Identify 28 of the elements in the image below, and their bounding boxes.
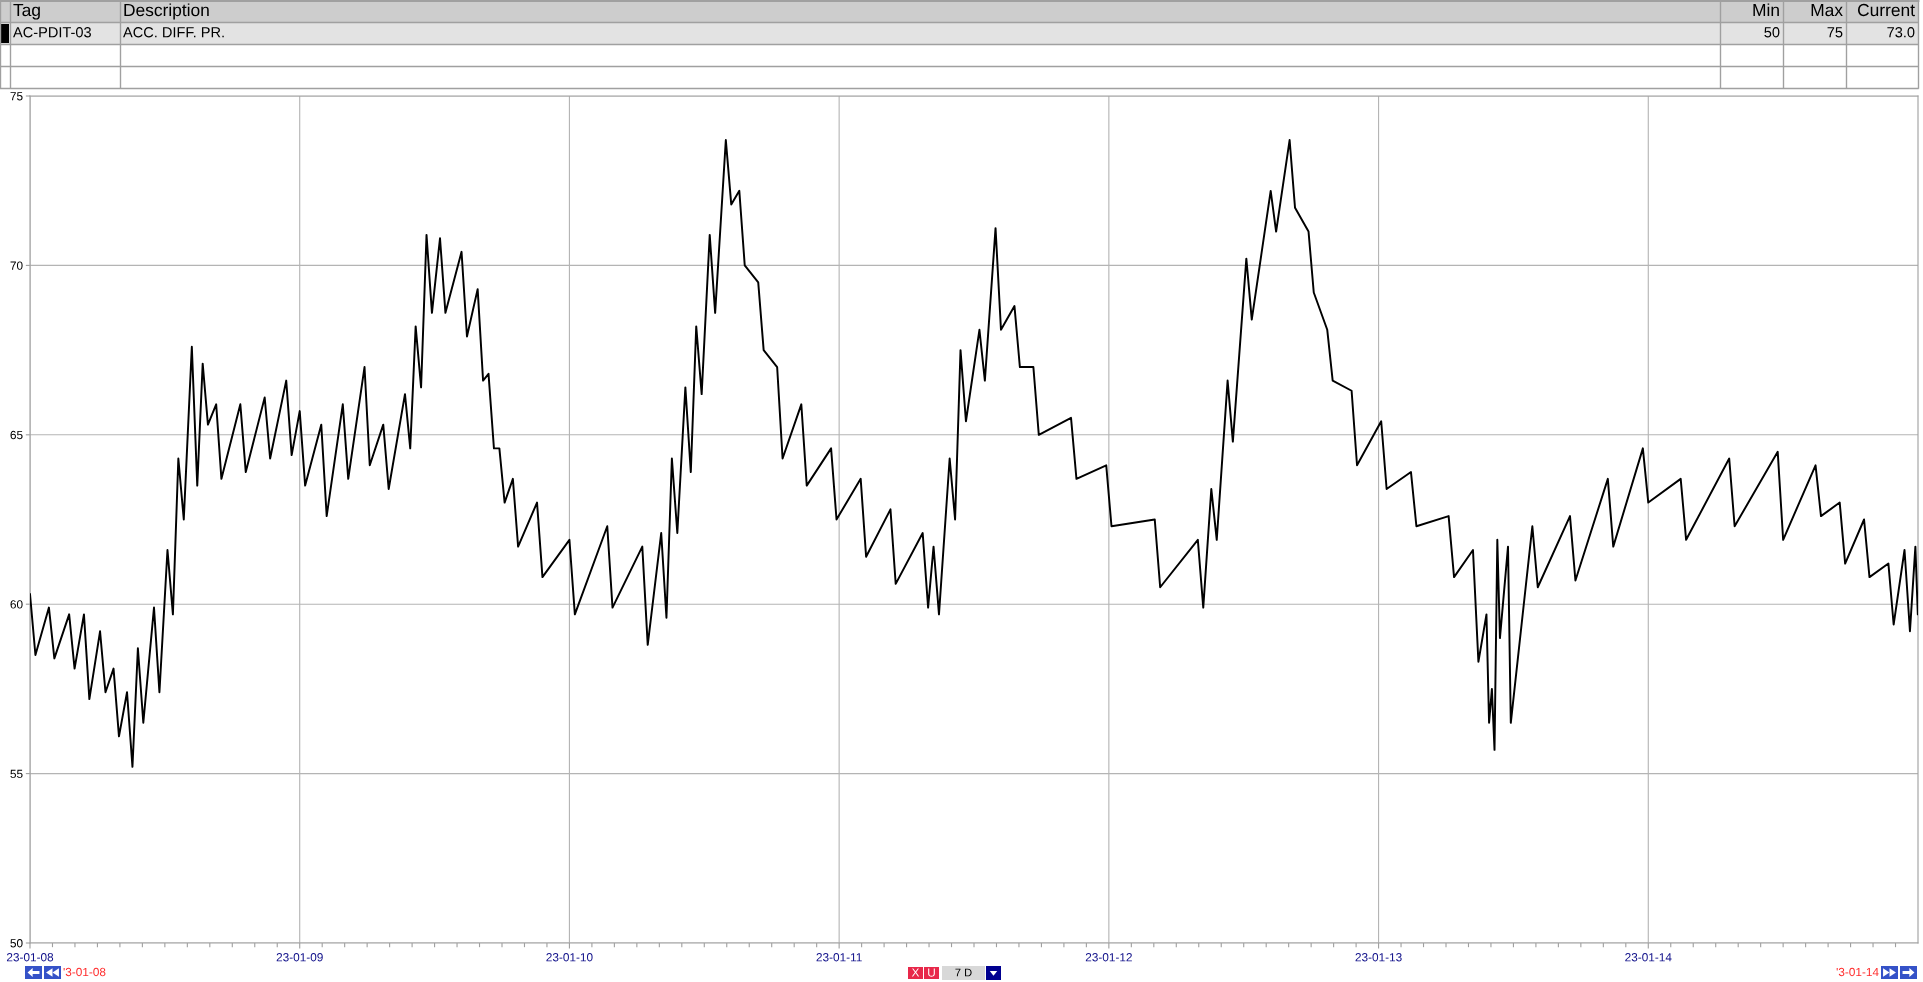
text: U [928,968,935,977]
y-tick-label: 70 [10,261,23,270]
x-tick-label: 23-01-08 [6,953,54,962]
text: 73.0 [1887,27,1915,38]
text: Min [1753,3,1779,16]
text: '3-01-14 [1836,967,1879,977]
text: 50 [1764,27,1780,38]
legend-label: AC-PDIT-03 [13,27,91,38]
text: '3-01-08 [63,967,106,977]
y-tick-label: 55 [10,769,23,778]
x-tick-label: 23-01-11 [816,953,862,962]
x-tick-label: 23-01-09 [276,953,323,962]
text: 7 D [955,968,972,977]
y-tick-label: 60 [10,600,23,609]
x-tick-label: 23-01-12 [1085,953,1132,962]
x-tick-label: 23-01-10 [546,953,593,962]
y-tick-label: 75 [10,92,23,101]
y-tick-label: 65 [10,430,23,440]
x-tick-label: 23-01-14 [1625,953,1672,962]
y-tick-label: 50 [10,939,23,948]
text: Description [124,3,209,20]
text: 75 [1827,27,1843,38]
text: Max [1811,4,1843,17]
text: ACC. DIFF. PR. [123,27,224,38]
text: Tag [13,4,40,20]
text: Current [1858,3,1915,17]
text: X [911,968,920,977]
x-tick-label: 23-01-13 [1355,953,1402,962]
